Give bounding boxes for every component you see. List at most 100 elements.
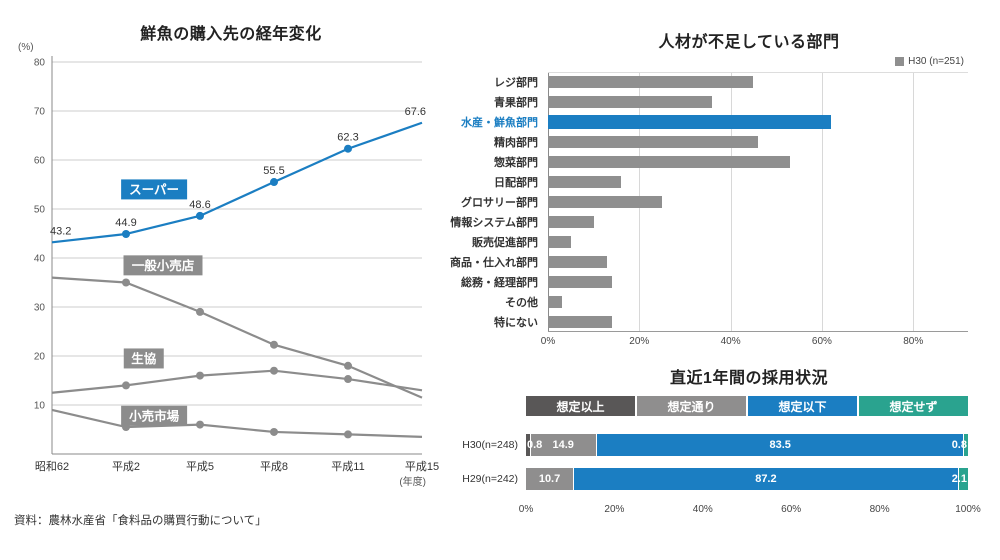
legend-header-cell: 想定せず — [859, 396, 968, 416]
stacked-segment: 10.7 — [526, 468, 574, 490]
bar-row: 情報システム部門 — [440, 212, 968, 232]
bar-label: グロサリー部門 — [461, 197, 538, 209]
x-tick-label: 40% — [720, 336, 741, 347]
series-label: スーパー — [129, 183, 179, 197]
bar-row: レジ部門 — [440, 72, 968, 92]
bar-track — [548, 292, 968, 312]
bar — [548, 196, 663, 208]
bar-x-axis: 0% 20% 40% 60% 80% — [541, 332, 968, 348]
bar-row: 販売促進部門 — [440, 232, 968, 252]
data-point — [196, 371, 204, 380]
bar — [548, 316, 612, 328]
bar-label: 特にない — [494, 317, 538, 329]
bar-label: レジ部門 — [494, 77, 538, 89]
segment-value-label: 87.2 — [755, 473, 777, 485]
vertical-gridline — [730, 73, 732, 331]
bar-rows: レジ部門青果部門水産・鮮魚部門精肉部門惣菜部門日配部門グロサリー部門情報システム… — [440, 72, 968, 332]
series-line — [51, 408, 423, 438]
bar-track — [548, 112, 968, 132]
bar — [548, 216, 594, 228]
understaffed-departments-bar-chart-panel: 人材が不足している部門 H30 (n=251) レジ部門 青果部門 水産・鮮魚部門精… — [440, 18, 988, 356]
bar-track — [548, 312, 968, 332]
bar-label: 惣菜部門 — [494, 157, 538, 169]
x-tick-label: 平成15 — [405, 460, 439, 473]
x-tick-label: 平成8 — [260, 460, 288, 473]
legend-swatch-icon — [895, 57, 905, 66]
y-tick-label: 30 — [34, 303, 46, 314]
bar — [548, 296, 562, 308]
bar-row: 総務・経理部門 — [440, 272, 968, 292]
segment-value-label: 0.8 — [951, 439, 967, 451]
bar-track — [548, 152, 968, 172]
x-tick-label: 0% — [518, 504, 534, 515]
x-tick-label: 平成11 — [331, 460, 364, 473]
bar-label: 商品・仕入れ部門 — [450, 257, 538, 269]
x-tick-label: 0% — [540, 336, 556, 347]
data-point — [344, 144, 352, 153]
x-tick-label: 40% — [692, 504, 713, 515]
bar-label: 情報システム部門 — [450, 217, 538, 229]
data-point — [270, 427, 278, 436]
value-label: 48.6 — [189, 199, 210, 211]
stacked-segment: 14.9 — [530, 434, 596, 456]
bar — [548, 96, 713, 108]
bar-row: その他 — [440, 292, 968, 312]
stacked-segment: 0.8 — [952, 434, 968, 456]
stacked-x-axis: 0% 20% 40% 60% 80% 100% — [519, 500, 981, 515]
bar-label: 日配部門 — [494, 177, 538, 189]
vertical-gridline — [913, 73, 915, 331]
series-label-box — [123, 348, 164, 369]
series-label-box — [123, 255, 203, 276]
stacked-segment: 87.2 — [574, 468, 958, 490]
stacked-row-label: H29(n=242) — [462, 473, 518, 485]
bar-label: 精肉部門 — [494, 137, 538, 149]
x-axis-note: (年度) — [399, 475, 426, 488]
series-label: 小売市場 — [128, 408, 180, 423]
bar-label: 水産・鮮魚部門 — [461, 117, 538, 129]
y-tick-label: 50 — [34, 205, 46, 216]
segment-value-label: 2.1 — [951, 473, 967, 485]
value-label: 43.2 — [50, 225, 71, 237]
y-tick-label: 80 — [34, 58, 46, 69]
data-point — [122, 278, 130, 287]
series-line — [51, 276, 423, 399]
bar-row: 商品・仕入れ部門 — [440, 252, 968, 272]
bar-track — [548, 132, 968, 152]
x-tick-label: 60% — [781, 504, 802, 515]
data-point — [122, 381, 130, 390]
segment-value-label: 83.5 — [769, 439, 791, 451]
bar-label: 青果部門 — [494, 97, 538, 109]
bar — [548, 156, 790, 168]
legend-label: H30 (n=251) — [908, 56, 964, 67]
bar-row: 青果部門 — [440, 92, 968, 112]
segment-value-label: 0.8 — [527, 439, 543, 451]
x-tick-label: 昭和62 — [35, 460, 69, 473]
series-line — [51, 121, 423, 244]
x-tick-label: 60% — [811, 336, 832, 347]
bar-track — [548, 172, 968, 192]
bar-track — [548, 192, 968, 212]
series-label-box — [121, 405, 188, 426]
x-tick-label: 20% — [629, 336, 650, 347]
stacked-segment: 83.5 — [596, 434, 964, 456]
y-tick-label: 70 — [34, 107, 46, 118]
bar-row: 惣菜部門 — [440, 152, 968, 172]
bar-row: グロサリー部門 — [440, 192, 968, 212]
data-point — [122, 229, 130, 238]
segment-value-label: 10.7 — [538, 473, 561, 485]
data-point — [344, 375, 352, 384]
y-tick-label: 60 — [34, 156, 46, 167]
data-point — [196, 307, 204, 316]
legend-header-cell: 想定以上 — [526, 396, 635, 416]
bar — [548, 176, 622, 188]
legend-header-cell: 想定通り — [637, 396, 746, 416]
legend: H30 (n=251) — [895, 56, 964, 67]
bar-label: 販売促進部門 — [472, 237, 538, 249]
stacked-row-label: H30(n=248) — [462, 439, 518, 451]
bar-track — [548, 72, 968, 92]
bar-track — [548, 252, 968, 272]
bar-track — [548, 92, 968, 112]
x-tick-label: 平成2 — [112, 460, 140, 473]
data-point — [344, 361, 352, 370]
